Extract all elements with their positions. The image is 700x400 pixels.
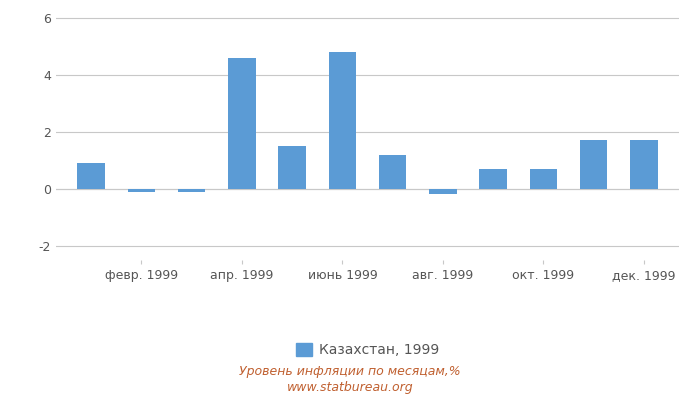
Bar	[279, 146, 306, 189]
Bar	[630, 140, 657, 189]
Bar	[328, 52, 356, 189]
Bar	[480, 169, 507, 189]
Bar	[228, 58, 256, 189]
Bar	[178, 189, 206, 192]
Bar	[429, 189, 456, 194]
Bar	[78, 163, 105, 189]
Bar	[379, 154, 407, 189]
Bar	[529, 169, 557, 189]
Text: www.statbureau.org: www.statbureau.org	[287, 381, 413, 394]
Legend: Казахстан, 1999: Казахстан, 1999	[295, 343, 440, 357]
Bar	[580, 140, 608, 189]
Bar	[127, 189, 155, 192]
Text: Уровень инфляции по месяцам,%: Уровень инфляции по месяцам,%	[239, 365, 461, 378]
